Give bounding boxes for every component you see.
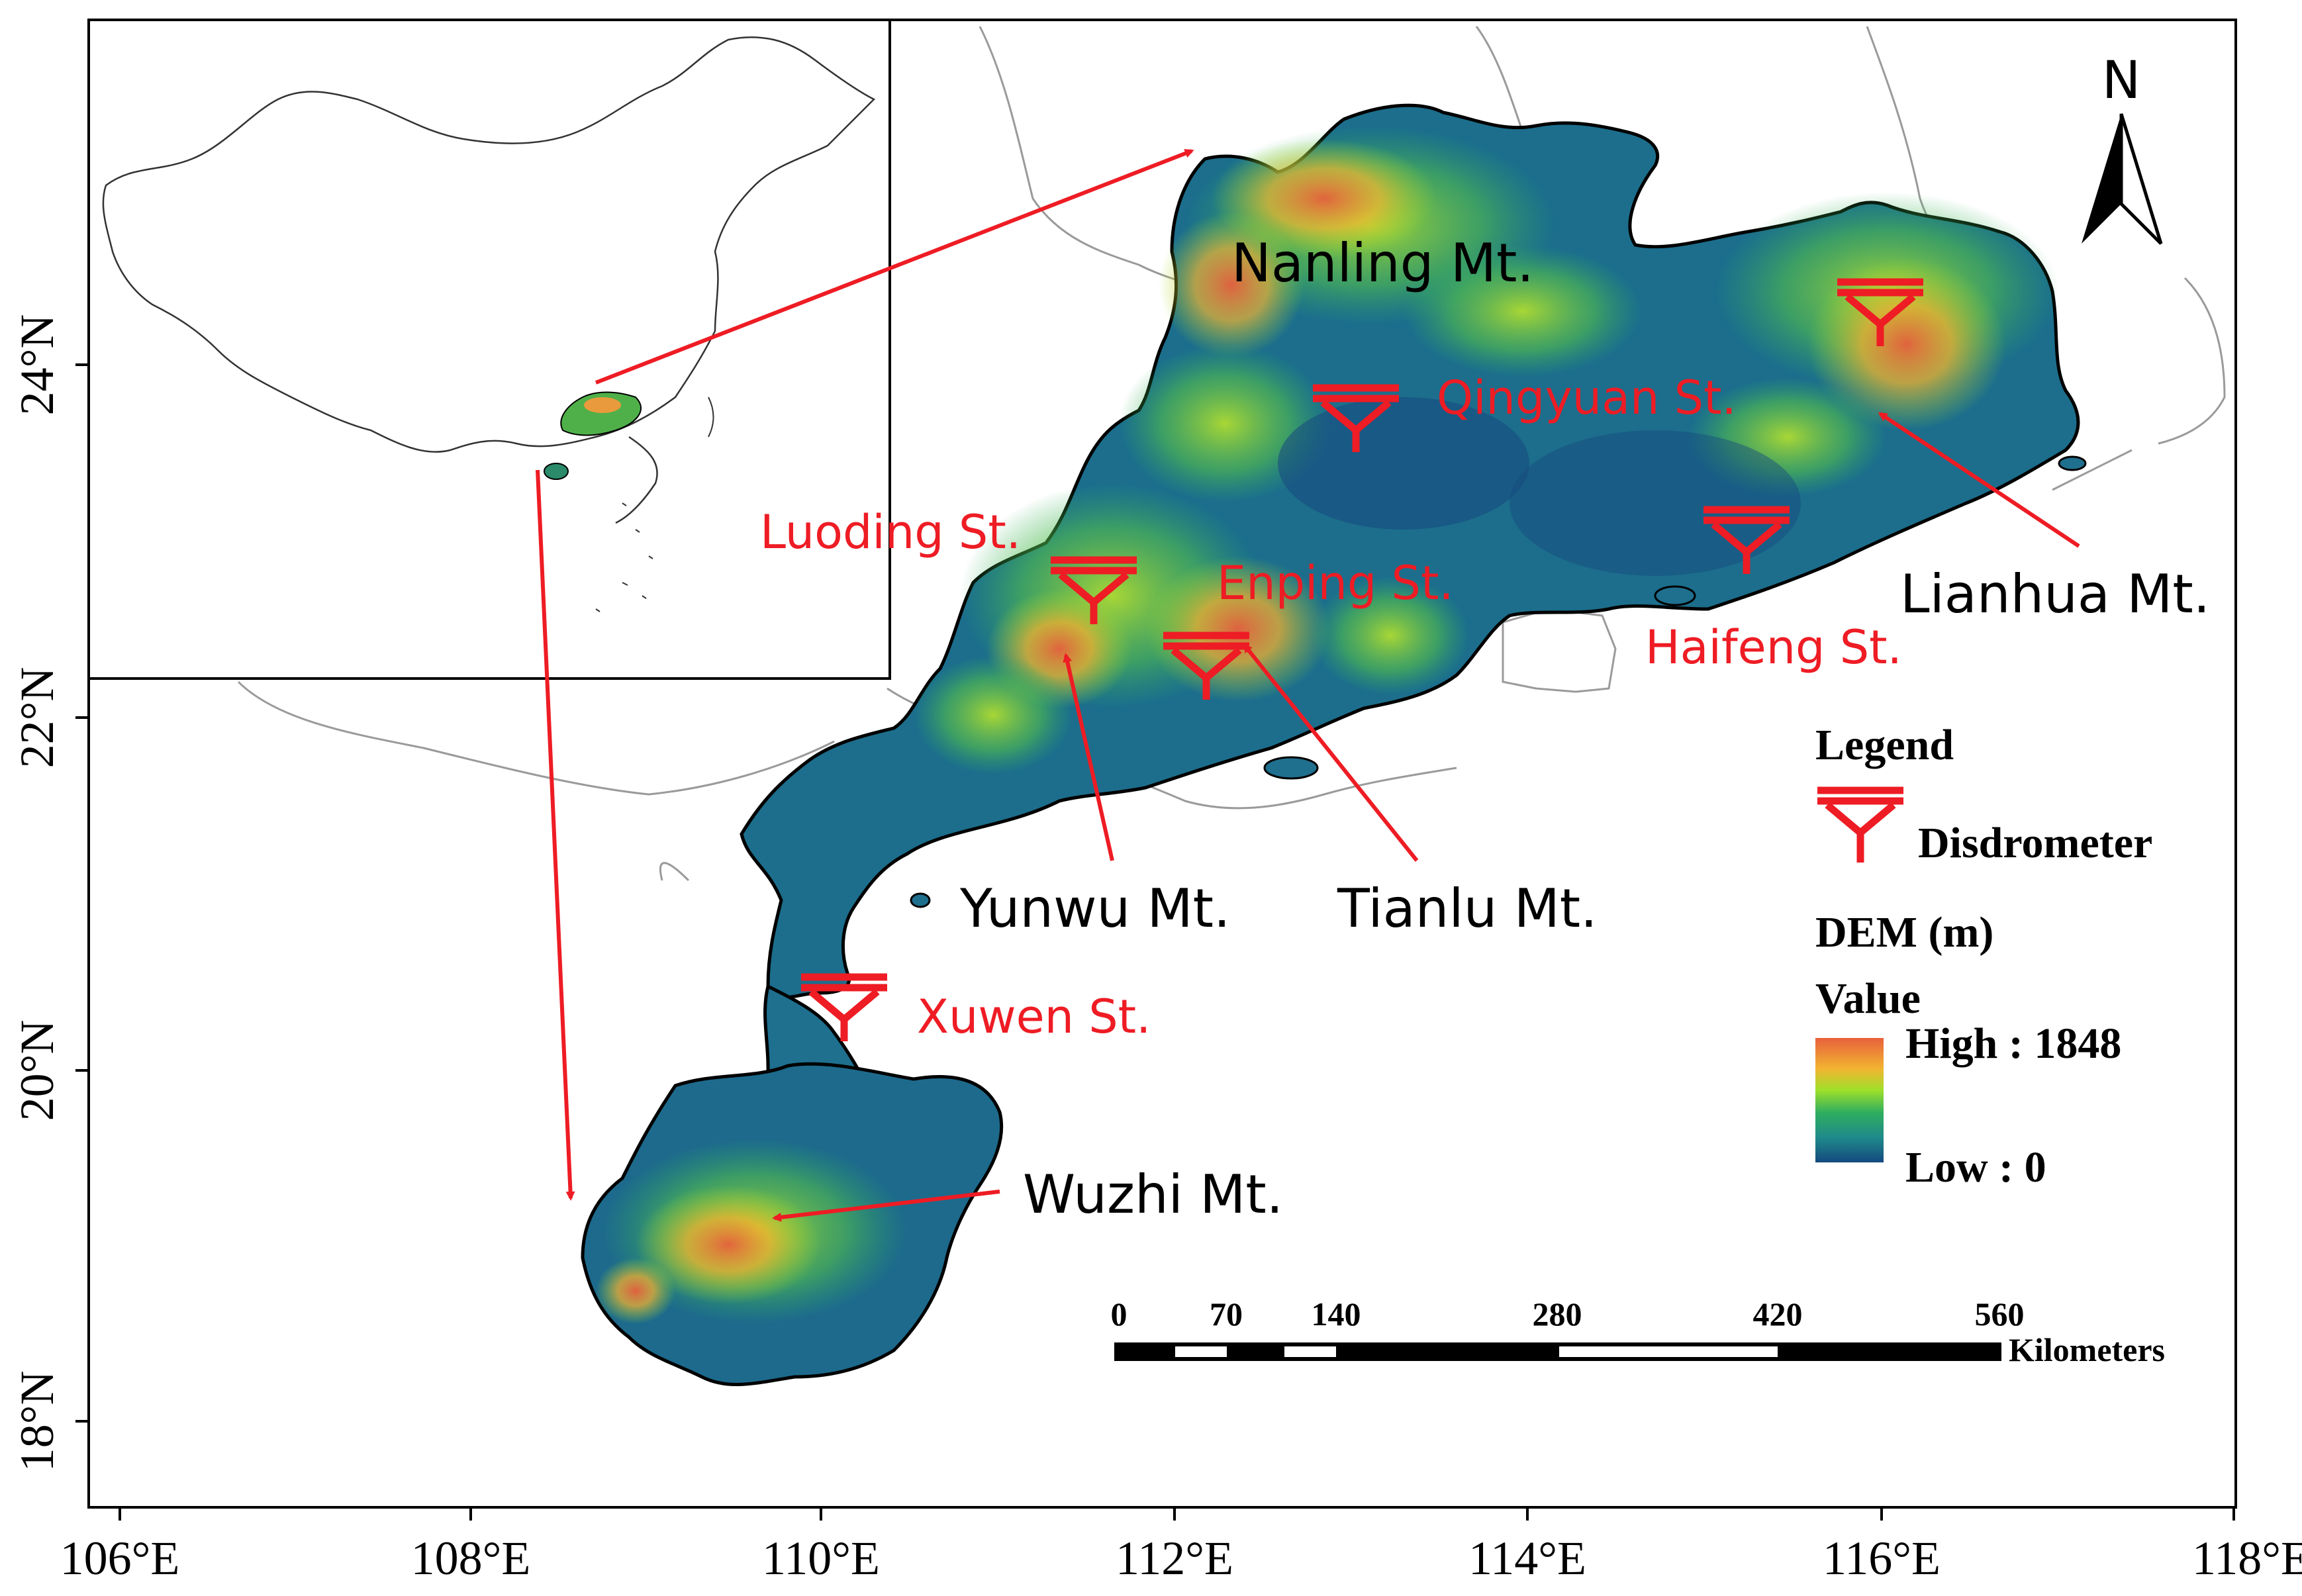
guangdong-dem <box>740 103 2080 999</box>
label-luoding-st: Luoding St. <box>760 505 1021 559</box>
legend-dem-title: DEM (m) <box>1815 908 1993 957</box>
scale-tick-420: 420 <box>1753 1295 1803 1333</box>
legend-low-label: Low : 0 <box>1905 1143 2046 1192</box>
x-tick-112: 112°E <box>1116 1532 1233 1585</box>
scale-tick-70: 70 <box>1210 1295 1243 1333</box>
legend-title: Legend <box>1815 721 1954 769</box>
legend-high-label: High : 1848 <box>1905 1019 2121 1068</box>
label-xuwen-st: Xuwen St. <box>917 990 1151 1044</box>
label-lianhua-mt: Lianhua Mt. <box>1900 563 2210 625</box>
locator-arrows <box>536 149 2080 1222</box>
label-nanling-mt: Nanling Mt. <box>1231 232 1534 294</box>
x-tick-116: 116°E <box>1823 1532 1941 1585</box>
x-tick-106: 106°E <box>60 1532 180 1585</box>
label-enping-st: Enping St. <box>1217 556 1454 610</box>
x-axis-labels: 106°E 108°E 110°E 112°E 114°E 116°E 118°… <box>60 1532 2302 1585</box>
label-tianlu-mt: Tianlu Mt. <box>1337 878 1598 939</box>
legend-value-label: Value <box>1815 974 1921 1023</box>
y-tick-18: 18°N <box>11 1371 64 1472</box>
scale-tick-0: 0 <box>1111 1295 1127 1333</box>
label-qingyuan-st: Qingyuan St. <box>1437 371 1737 425</box>
hainan-dem <box>581 1062 1004 1386</box>
north-arrow-label: N <box>2102 51 2140 111</box>
x-tick-114: 114°E <box>1468 1532 1586 1585</box>
north-arrow: N <box>2082 51 2163 245</box>
axis-ticks <box>75 363 2235 1521</box>
legend-disdrometer-icon <box>1817 786 1903 863</box>
scale-tick-560: 560 <box>1975 1295 2025 1333</box>
scale-bar: 0 70 140 280 420 560 Kilometers <box>1111 1295 2166 1368</box>
y-tick-20: 20°N <box>11 1020 64 1121</box>
y-tick-22: 22°N <box>11 667 64 769</box>
x-tick-118: 118°E <box>2192 1532 2302 1585</box>
legend: Legend Disdrometer DEM (m) Value High : … <box>1815 721 2152 1192</box>
y-axis-labels: 24°N 22°N 20°N 18°N <box>11 314 64 1472</box>
scale-tick-140: 140 <box>1312 1295 1361 1333</box>
mountain-labels: Nanling Mt. Lianhua Mt. Yunwu Mt. Tianlu… <box>959 232 2210 1225</box>
scale-unit: Kilometers <box>2009 1331 2165 1368</box>
china-inset <box>87 19 891 680</box>
x-tick-108: 108°E <box>411 1532 531 1585</box>
station-labels: Qingyuan St. Luoding St. Enping St. Haif… <box>760 371 1902 1044</box>
label-haifeng-st: Haifeng St. <box>1645 620 1902 675</box>
label-wuzhi-mt: Wuzhi Mt. <box>1023 1164 1283 1225</box>
disdrometer-symbols <box>801 278 1923 1041</box>
islands <box>910 455 2087 908</box>
scale-tick-280: 280 <box>1533 1295 1582 1333</box>
x-tick-110: 110°E <box>762 1532 880 1585</box>
label-yunwu-mt: Yunwu Mt. <box>959 878 1230 939</box>
legend-disdrometer-label: Disdrometer <box>1918 819 2152 867</box>
legend-dem-colorbar <box>1815 1038 1884 1162</box>
y-tick-24: 24°N <box>11 314 64 416</box>
